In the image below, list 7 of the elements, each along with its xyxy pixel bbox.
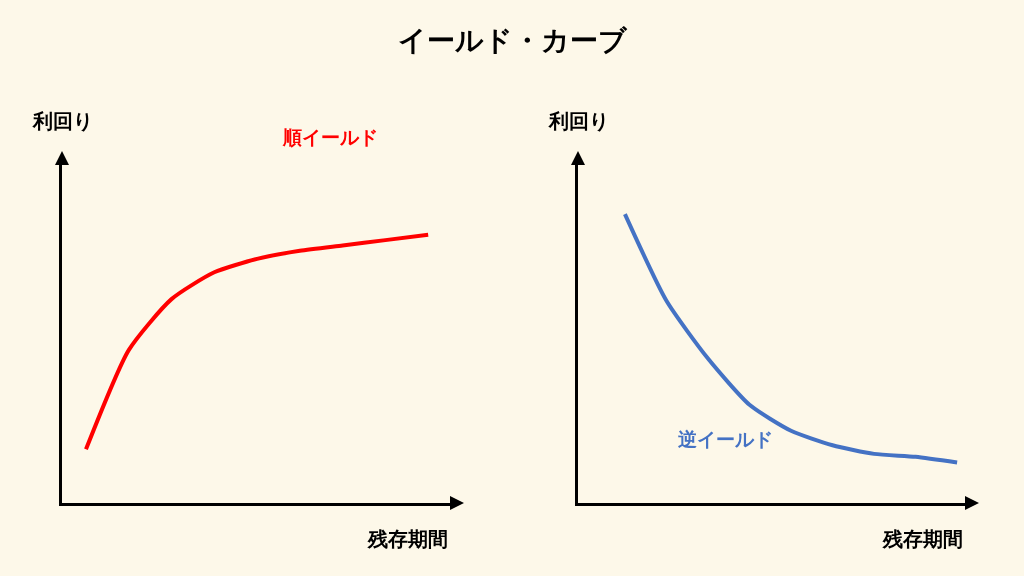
y-axis-title: 利回り — [548, 109, 609, 133]
text: 順イールド — [282, 126, 378, 148]
x-axis-title: 残存期間 — [367, 527, 448, 551]
text: イールド・カーブ — [396, 23, 628, 59]
x-axis-title: 残存期間 — [882, 527, 963, 551]
series-label: 逆イールド — [677, 428, 773, 450]
y-axis-title: 利回り — [32, 109, 93, 133]
